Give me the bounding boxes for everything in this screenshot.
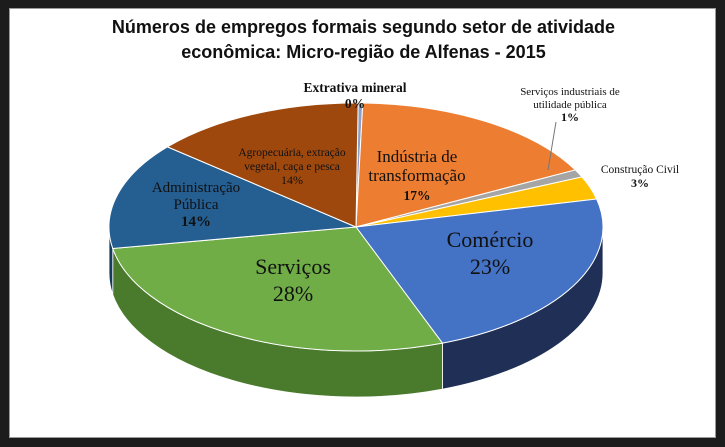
slice-label-2-line-0: Serviços industriais de <box>520 86 620 98</box>
slice-label-3-line-0: Construção Civil <box>601 164 679 176</box>
chart-title: Números de empregos formais segundo seto… <box>10 15 717 65</box>
slice-label-1-line-1: transformação <box>368 166 465 185</box>
slice-label-5-line-0: Serviços <box>255 254 331 279</box>
pie-slice-7 <box>166 102 359 228</box>
slice-label-7-line-0: Agropecuária, extração <box>238 147 346 159</box>
slice-label-4-line-0: Comércio <box>447 227 534 252</box>
pie-top-faces <box>108 102 604 352</box>
slice-value-label-6: 14% <box>181 214 211 230</box>
slice-label-1-line-0: Indústria de <box>377 147 458 166</box>
slice-label-6-line-0: Administração <box>152 180 240 196</box>
slice-label-0-line-0: Extrativa mineral <box>303 80 406 95</box>
slice-label-6-line-1: Pública <box>174 197 219 213</box>
slice-value-label-7: 14% <box>281 173 303 187</box>
slice-value-label-3: 3% <box>631 176 649 190</box>
chart-title-line-1: Números de empregos formais segundo seto… <box>111 17 616 37</box>
slice-label-2-line-1: utilidade pública <box>533 99 607 111</box>
leader-line-utilities <box>547 121 557 171</box>
slice-value-label-5: 28% <box>273 281 313 306</box>
chart-title-line-2: econômica: Micro-região de Alfenas - 201… <box>181 42 546 62</box>
slice-label-7-line-1: vegetal, caça e pesca <box>244 161 340 173</box>
slice-value-label-2: 1% <box>561 110 579 124</box>
pie-slice-6 <box>108 146 357 250</box>
pie-slice-4 <box>355 198 604 344</box>
pie-slice-1 <box>355 102 577 228</box>
slice-value-label-1: 17% <box>404 188 431 203</box>
pie-slice-5 <box>112 226 444 352</box>
slice-value-label-4: 23% <box>470 254 510 279</box>
slice-value-label-0: 0% <box>345 96 365 111</box>
